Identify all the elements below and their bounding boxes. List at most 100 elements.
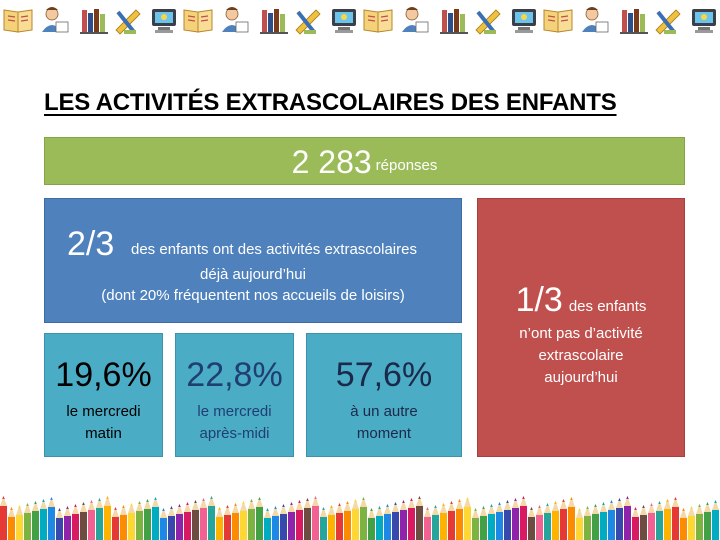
without-activities-heading: 1/3 des enfants — [478, 281, 684, 320]
pencil-icon — [664, 499, 671, 540]
pencil-icon — [64, 506, 71, 540]
pencil-icon — [592, 504, 599, 540]
without-activities-line-3: extrascolaire — [538, 347, 624, 364]
responses-count: 2 283 — [291, 144, 372, 180]
pencil-icon — [424, 507, 431, 540]
pencil-icon — [120, 505, 127, 540]
school-icons-banner — [3, 5, 718, 36]
pencil-icon — [304, 498, 311, 540]
books-icon — [80, 9, 108, 34]
pencil-icon — [584, 506, 591, 540]
pencil-icon — [16, 505, 23, 540]
pencil-icon — [640, 505, 647, 540]
breakdown-label-line-1: à un autre — [350, 403, 418, 420]
pencil-icon — [576, 508, 583, 540]
pencil-icon — [288, 502, 295, 540]
breakdown-wednesday-morning: 19,6% le mercredi matin — [44, 333, 163, 457]
pencil-icon — [488, 504, 495, 540]
page-title: LES ACTIVITÉS EXTRASCOLAIRES DES ENFANTS — [44, 89, 617, 116]
pencil-icon — [464, 497, 471, 540]
pencil-icon — [280, 504, 287, 540]
pencil-icon — [152, 497, 159, 540]
pencil-icon — [176, 504, 183, 540]
without-activities-line-4: aujourd’hui — [544, 369, 618, 386]
breakdown-other-moment: 57,6% à un autre moment — [306, 333, 462, 457]
pencil-icon — [248, 499, 255, 540]
pencil-icon — [600, 502, 607, 540]
pencil-icon — [296, 500, 303, 540]
breakdown-label-line-2: après-midi — [199, 425, 270, 442]
pencil-icon — [408, 498, 415, 540]
pencil-icon — [232, 503, 239, 540]
pencil-icon — [552, 501, 559, 540]
pencil-icon — [360, 497, 367, 540]
pencil-icon — [448, 501, 455, 540]
pencil-icon — [40, 499, 47, 540]
pencil-icon — [336, 503, 343, 540]
with-activities-panel: 2/3 des enfants ont des activités extras… — [44, 198, 462, 323]
without-activities-line-2: n’ont pas d’activité — [519, 325, 643, 342]
pencil-icon — [544, 503, 551, 540]
pencil-icon — [144, 499, 151, 540]
pencil-icon — [568, 497, 575, 540]
pencil-icon — [168, 506, 175, 540]
pencil-icon — [608, 500, 615, 540]
pencil-icon — [712, 500, 719, 540]
with-activities-line-1: des enfants ont des activités extrascola… — [131, 241, 417, 258]
pencil-icon — [384, 504, 391, 540]
pencil-icon — [224, 505, 231, 540]
without-activities-fraction: 1/3 — [515, 281, 563, 319]
pencil-icon — [616, 498, 623, 540]
breakdown-label-line-2: matin — [85, 425, 122, 442]
breakdown-percent: 19,6% — [55, 356, 152, 394]
breakdown-percent: 57,6% — [335, 356, 433, 394]
colored-pencils-border — [0, 496, 719, 540]
pencil-icon — [112, 507, 119, 540]
pencil-icon — [376, 506, 383, 540]
pencil-icon — [240, 501, 247, 540]
pencil-icon — [680, 508, 687, 540]
student-icon — [42, 7, 69, 33]
with-activities-line-3: (dont 20% fréquentent nos accueils de lo… — [101, 287, 405, 304]
with-activities-line-2: déjà aujourd’hui — [200, 266, 306, 283]
breakdown-wednesday-afternoon: 22,8% le mercredi après-midi — [175, 333, 294, 457]
pencil-icon — [432, 505, 439, 540]
computer-icon — [152, 9, 176, 33]
pencil-icon — [272, 506, 279, 540]
pencil-icon — [0, 496, 7, 540]
pencil-icon — [696, 504, 703, 540]
breakdown-label-line-2: moment — [356, 425, 412, 442]
pencil-icon — [496, 502, 503, 540]
pencil-icon — [528, 507, 535, 540]
pencil-icon — [48, 497, 55, 540]
pencil-icon — [104, 496, 111, 540]
pencil-icon — [400, 500, 407, 540]
pencil-icon — [672, 497, 679, 540]
pencil-icon — [624, 496, 631, 540]
pencil-icon — [560, 499, 567, 540]
pencil-icon — [328, 505, 335, 540]
pencil-icon — [264, 508, 271, 540]
breakdown-label-line-1: le mercredi — [197, 403, 272, 420]
pencil-icon — [688, 506, 695, 540]
with-activities-fraction: 2/3 — [67, 225, 115, 263]
pencil-icon — [512, 498, 519, 540]
pencil-icon — [88, 500, 95, 540]
pencil-icon — [320, 507, 327, 540]
pencil-icon — [32, 501, 39, 540]
pencil-icon — [520, 496, 527, 540]
responses-label: réponses — [375, 157, 438, 175]
pencil-icon — [472, 508, 479, 540]
breakdown-label-line-1: le mercredi — [66, 403, 141, 420]
pencil-icon — [128, 503, 135, 540]
pencil-icon — [632, 507, 639, 540]
pencil-icon — [392, 502, 399, 540]
pencil-icon — [96, 498, 103, 540]
without-activities-panel: 1/3 des enfants n’ont pas d’activité extr… — [477, 198, 685, 457]
pencil-icon — [80, 502, 87, 540]
pencil-icon — [8, 507, 15, 540]
pencil-icon — [256, 497, 263, 540]
pencil-icon — [440, 503, 447, 540]
pencil-icon — [184, 502, 191, 540]
pencil-icon — [56, 508, 63, 540]
